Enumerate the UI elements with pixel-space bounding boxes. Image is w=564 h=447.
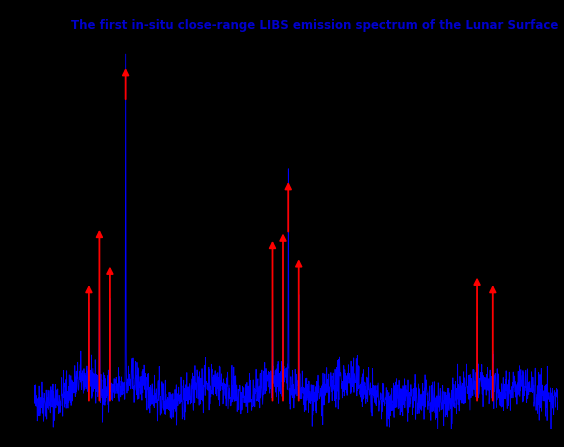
Text: The first in-situ close-range LIBS emission spectrum of the Lunar Surface: The first in-situ close-range LIBS emiss… [71,19,558,32]
